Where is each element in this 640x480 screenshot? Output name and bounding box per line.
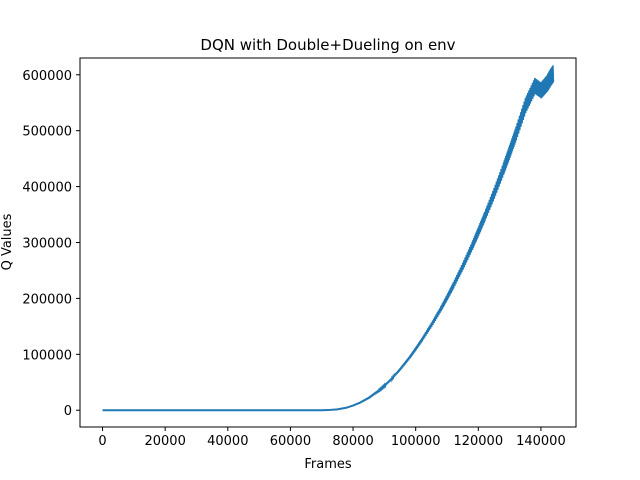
y-tick-label: 600000 (22, 69, 72, 84)
x-axis-ticks: 0 20000 40000 60000 80000 100000 120000 140000 (98, 427, 566, 449)
chart-title: DQN with Double+Dueling on env (200, 36, 455, 54)
y-tick-label: 100000 (22, 348, 72, 363)
x-tick-label: 60000 (270, 434, 311, 449)
y-tick-label: 0 (64, 404, 72, 419)
y-tick-label: 300000 (22, 237, 72, 252)
x-tick-label: 140000 (516, 434, 566, 449)
x-tick-label: 100000 (391, 434, 441, 449)
y-tick-label: 200000 (22, 292, 72, 307)
axes-frame (79, 57, 577, 428)
y-tick-label: 500000 (22, 125, 72, 140)
x-tick-label: 20000 (144, 434, 185, 449)
y-axis-ticks: 0 100000 200000 300000 400000 500000 600000 (22, 69, 80, 419)
x-axis-label: Frames (304, 457, 352, 472)
y-axis-label: Q Values (0, 213, 15, 270)
plot-area (102, 65, 555, 412)
y-tick-label: 400000 (22, 181, 72, 196)
x-tick-label: 40000 (207, 434, 248, 449)
x-tick-label: 80000 (332, 434, 373, 449)
series-line-q-values-oscillation (358, 65, 555, 404)
x-tick-label: 0 (98, 434, 106, 449)
x-tick-label: 120000 (453, 434, 503, 449)
